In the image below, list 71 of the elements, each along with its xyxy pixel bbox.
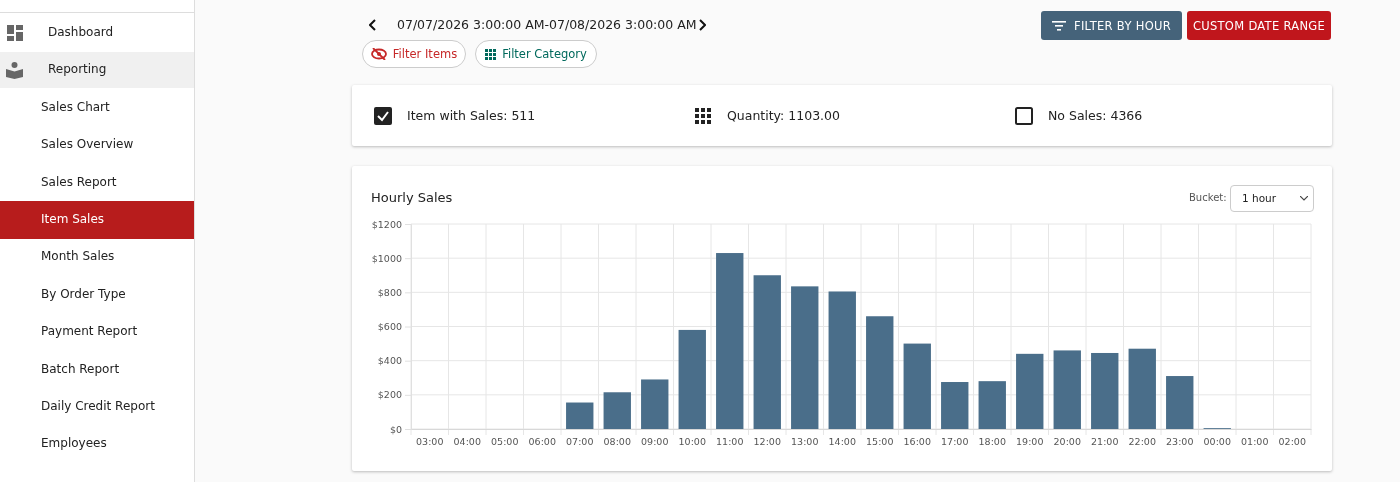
text: Item with Sales: 511 xyxy=(407,108,536,123)
x-tick-label: 20:00 xyxy=(1053,435,1081,447)
text: Payment Report xyxy=(41,324,138,339)
x-tick-label: 21:00 xyxy=(1091,435,1119,447)
text: Sales Overview xyxy=(41,137,134,152)
x-tick-label: 00:00 xyxy=(1203,435,1231,447)
bar xyxy=(641,379,669,429)
text: Employees xyxy=(41,436,107,451)
text: Quantity: 1103.00 xyxy=(727,108,840,123)
bar xyxy=(978,381,1006,429)
bar xyxy=(566,402,594,429)
y-tick-label: $600 xyxy=(377,321,402,333)
x-tick-label: 15:00 xyxy=(866,435,894,447)
x-tick-label: 14:00 xyxy=(828,435,856,447)
bar xyxy=(1128,348,1156,429)
bar xyxy=(866,316,894,429)
text: Filter Items xyxy=(392,47,458,61)
x-tick-label: 12:00 xyxy=(753,435,781,447)
bar xyxy=(678,329,706,429)
text: No Sales: 4366 xyxy=(1048,108,1143,123)
y-tick-label: $400 xyxy=(377,355,402,367)
y-tick-label: $1200 xyxy=(371,218,402,230)
text: Sales Chart xyxy=(41,99,110,114)
bar xyxy=(941,382,969,429)
y-tick-label: $800 xyxy=(377,286,402,298)
x-tick-label: 04:00 xyxy=(453,435,481,447)
text: Batch Report xyxy=(41,361,120,376)
x-tick-label: 06:00 xyxy=(528,435,556,447)
bar xyxy=(603,392,631,429)
x-tick-label: 13:00 xyxy=(791,435,819,447)
x-tick-label: 19:00 xyxy=(1016,435,1044,447)
x-tick-label: 11:00 xyxy=(716,435,744,447)
bar xyxy=(903,343,931,429)
bar xyxy=(753,275,781,429)
x-tick-label: 22:00 xyxy=(1128,435,1156,447)
y-tick-label: $1000 xyxy=(371,252,402,264)
x-tick-label: 01:00 xyxy=(1241,435,1269,447)
x-tick-label: 02:00 xyxy=(1278,435,1306,447)
bar xyxy=(1053,350,1081,429)
bar xyxy=(1091,352,1119,429)
text: 07/07/2026 3:00:00 AM-07/08/2026 3:00:00 AM xyxy=(397,17,697,32)
text: FILTER BY HOUR xyxy=(1073,18,1171,33)
text: Filter Category xyxy=(502,47,587,61)
x-tick-label: 10:00 xyxy=(678,435,706,447)
text: CUSTOM DATE RANGE xyxy=(1187,11,1331,40)
bar xyxy=(716,253,744,429)
x-tick-label: 05:00 xyxy=(491,435,519,447)
chart-title: Hourly Sales xyxy=(371,190,453,205)
text: Item Sales xyxy=(41,212,105,226)
bar xyxy=(791,286,819,429)
x-tick-label: 18:00 xyxy=(978,435,1006,447)
text: Month Sales xyxy=(41,249,115,264)
bar xyxy=(828,291,856,429)
text: By Order Type xyxy=(41,286,126,301)
text: Sales Report xyxy=(41,174,117,189)
text: Dashboard xyxy=(48,25,114,39)
text: Reporting xyxy=(48,62,107,77)
text: 1 hour xyxy=(1242,192,1277,204)
x-tick-label: 08:00 xyxy=(603,435,631,447)
x-tick-label: 03:00 xyxy=(416,435,444,447)
x-tick-label: 16:00 xyxy=(903,435,931,447)
y-tick-label: $0 xyxy=(389,423,402,435)
bar xyxy=(1016,353,1044,429)
y-tick-label: $200 xyxy=(377,389,402,401)
x-tick-label: 23:00 xyxy=(1166,435,1194,447)
x-tick-label: 09:00 xyxy=(641,435,669,447)
x-tick-label: 17:00 xyxy=(941,435,969,447)
text: Bucket: xyxy=(1189,192,1227,203)
bar xyxy=(1166,376,1194,429)
text: Daily Credit Report xyxy=(41,399,155,413)
x-tick-label: 07:00 xyxy=(566,435,594,447)
